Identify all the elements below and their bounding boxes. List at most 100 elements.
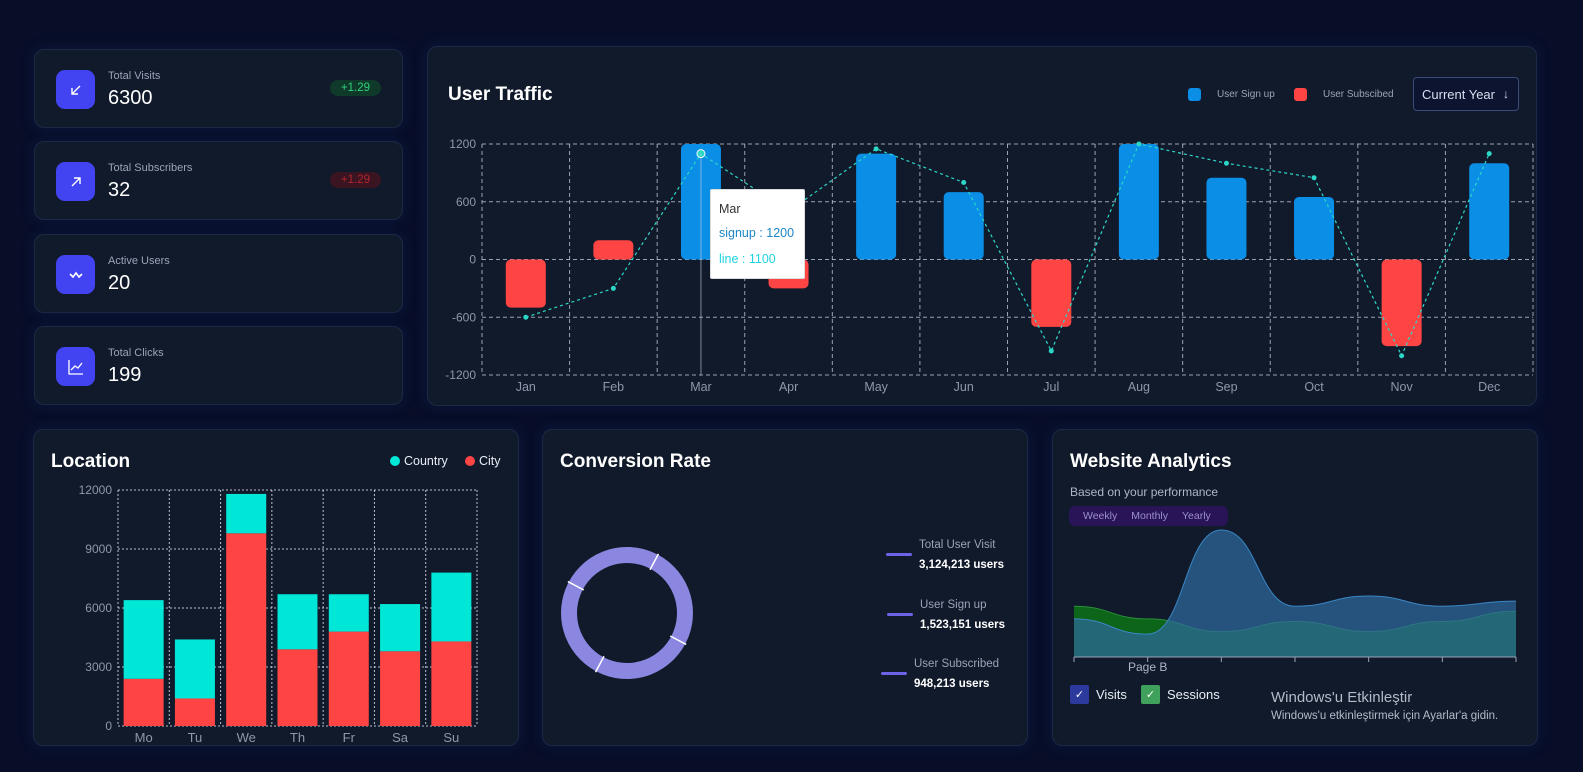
x-tick-label: Sa <box>392 730 409 745</box>
legend-line <box>886 553 912 556</box>
stat-label: Total Clicks <box>108 347 164 359</box>
tab-yearly[interactable]: Yearly <box>1182 510 1211 522</box>
visits-checkbox[interactable]: ✓ <box>1070 685 1089 704</box>
x-tick-label: Jan <box>516 380 536 394</box>
donut-segment-divider <box>594 655 605 673</box>
stat-card-total-visits: Total Visits 6300 +1.29 <box>34 49 403 128</box>
arrow-down-icon: ↓ <box>1503 87 1509 101</box>
x-tick-label: Feb <box>603 380 625 394</box>
legend-label-country[interactable]: Country <box>404 454 448 468</box>
legend-swatch-signup <box>1188 88 1201 101</box>
bar-country <box>277 594 318 650</box>
arrow-down-left-icon <box>56 70 95 109</box>
legend-label-city[interactable]: City <box>479 454 501 468</box>
stat-value: 6300 <box>108 87 153 109</box>
y-tick-label: 3000 <box>85 660 112 674</box>
bar <box>1206 177 1247 260</box>
x-tick-label: Fr <box>343 730 356 745</box>
bar-country <box>328 594 369 632</box>
legend-label-signup[interactable]: User Sign up <box>1217 89 1275 100</box>
conversion-label-subscribed: User Subscribed <box>914 658 1000 670</box>
period-select[interactable]: Current Year ↓ <box>1413 77 1519 111</box>
stat-label: Total Subscribers <box>108 162 193 174</box>
x-tick-label: Su <box>443 730 459 745</box>
legend-line <box>887 613 913 616</box>
bar-country <box>174 639 215 699</box>
bar-country <box>431 572 472 642</box>
bar <box>505 259 546 308</box>
tab-monthly[interactable]: Monthly <box>1131 510 1168 522</box>
conversion-value-subscribed: 948,213 users <box>914 678 990 690</box>
bar-city <box>380 651 421 726</box>
trend-badge: +1.29 <box>329 172 381 188</box>
y-tick-label: 0 <box>469 253 476 267</box>
conversion-label-visits: Total User Visit <box>919 539 996 551</box>
website-analytics-card: Website Analytics Based on your performa… <box>1052 429 1538 746</box>
stat-label: Total Visits <box>108 70 161 82</box>
bar <box>1118 144 1159 260</box>
tooltip-line: line : 1100 <box>719 252 776 266</box>
user-traffic-card: User Traffic User Sign up User Subscibed… <box>427 46 1537 406</box>
x-tick-label: Th <box>290 730 305 745</box>
period-tabs: Weekly Monthly Yearly <box>1069 506 1228 526</box>
legend-dot-city <box>465 456 475 466</box>
windows-activation-title: Windows'u Etkinleştir <box>1271 689 1413 706</box>
x-tick-label: We <box>237 730 256 745</box>
sessions-checkbox-label[interactable]: Sessions <box>1167 687 1220 702</box>
x-tick-label: Apr <box>779 380 798 394</box>
x-tick-label: Tu <box>188 730 203 745</box>
legend-label-subscribed[interactable]: User Subscibed <box>1323 89 1394 100</box>
conversion-value-visits: 3,124,213 users <box>919 559 1005 571</box>
x-tick-label: Nov <box>1391 380 1414 394</box>
donut-segment-divider <box>649 553 660 571</box>
card-title: Conversion Rate <box>560 451 711 472</box>
bar <box>1031 259 1072 327</box>
line-point <box>1399 353 1405 359</box>
line-point <box>1223 160 1229 166</box>
bar-city <box>174 698 215 726</box>
x-tick-label: Mar <box>690 380 712 394</box>
activity-icon <box>56 255 95 294</box>
tab-weekly[interactable]: Weekly <box>1083 510 1118 522</box>
y-tick-label: 600 <box>456 195 476 209</box>
line-point <box>610 285 616 291</box>
x-tick-label: Dec <box>1478 380 1500 394</box>
x-tick-label: Aug <box>1128 380 1150 394</box>
bar <box>1294 196 1335 260</box>
donut-ring <box>561 547 693 679</box>
line-point <box>1136 141 1142 147</box>
line-chart-icon <box>56 347 95 386</box>
trend-badge: +1.29 <box>329 80 381 96</box>
line-point <box>873 146 879 152</box>
bar <box>856 153 897 260</box>
line-visits <box>1073 529 1517 635</box>
conversion-label-signup: User Sign up <box>920 599 987 611</box>
bar-city <box>277 649 318 726</box>
conversion-donut-chart <box>561 547 693 679</box>
tooltip-signup: signup : 1200 <box>719 226 795 240</box>
y-tick-label: -600 <box>452 310 476 324</box>
y-tick-label: 1200 <box>449 137 476 151</box>
line-point <box>961 180 967 185</box>
tooltip-month: Mar <box>719 202 741 216</box>
x-tick-label: Mo <box>135 730 153 745</box>
stat-value: 20 <box>108 272 131 294</box>
donut-segment-divider <box>669 635 687 646</box>
card-title: Website Analytics <box>1070 451 1232 472</box>
y-tick-label: 6000 <box>85 601 112 615</box>
bar <box>1381 259 1422 347</box>
y-tick-label: -1200 <box>445 368 476 382</box>
bar-country <box>226 493 267 534</box>
card-subtitle: Based on your performance <box>1070 485 1219 499</box>
visits-checkbox-label[interactable]: Visits <box>1096 687 1127 702</box>
legend-dot-country <box>390 456 400 466</box>
website-analytics-chart <box>1073 529 1517 662</box>
bar-city <box>123 678 164 726</box>
arrow-up-right-icon <box>56 162 95 201</box>
bar <box>1469 163 1510 260</box>
x-tick-label: Sep <box>1215 380 1237 394</box>
x-tick-label: Oct <box>1304 380 1324 394</box>
bar <box>943 192 984 260</box>
sessions-checkbox[interactable]: ✓ <box>1141 685 1160 704</box>
bar-city <box>431 641 472 726</box>
